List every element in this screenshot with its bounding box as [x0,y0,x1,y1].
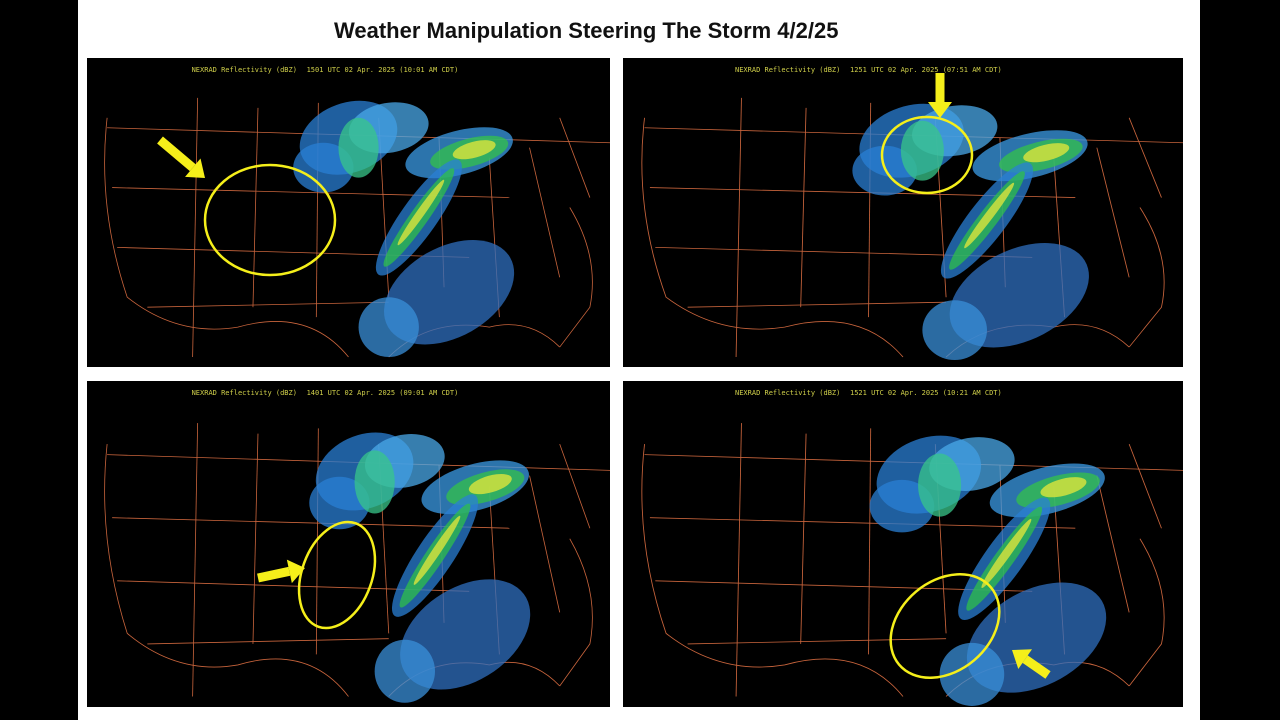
radar-echo [1023,143,1070,163]
radar-product: NEXRAD Reflectivity (dBZ) [192,389,297,397]
highlight-ellipse [297,520,377,630]
highlight-ellipse [889,573,1001,679]
arrow-shaft [257,566,291,583]
radar-echo [922,300,987,361]
state-border [735,97,742,358]
radar-echo [338,117,379,178]
state-border [559,538,593,687]
radar-echo [413,515,461,585]
state-border [252,433,259,644]
radar-product: NEXRAD Reflectivity (dBZ) [192,66,297,74]
state-border [104,444,349,697]
radar-time: 1251 UTC 02 Apr. 2025 (07:51 AM CDT) [850,66,1002,74]
radar-map: NEXRAD Reflectivity (dBZ) 1501 UTC 02 Apr… [104,66,610,358]
radar-map: NEXRAD Reflectivity (dBZ) 1251 UTC 02 Apr… [641,66,1183,361]
state-border [559,443,591,529]
state-border [687,301,947,308]
state-border [147,301,389,308]
state-border [192,97,199,358]
state-border [529,147,561,278]
state-border [147,638,389,645]
map-layer [641,97,1183,361]
arrow-shaft [157,136,196,172]
state-border [529,475,561,613]
slide-title: Weather Manipulation Steering The Storm … [334,18,839,43]
state-border [315,428,319,655]
radar-echo [374,639,435,703]
state-border [800,107,807,308]
radar-echo [293,142,354,193]
map-layer [641,423,1183,706]
state-border [641,444,904,697]
state-border [641,117,904,358]
radar-product: NEXRAD Reflectivity (dBZ) [735,66,840,74]
map-layer [104,423,610,703]
highlight-ellipse [880,115,974,195]
arrow-head [1012,649,1032,669]
state-border [649,517,1076,529]
radar-product: NEXRAD Reflectivity (dBZ) [735,389,840,397]
state-border [192,423,199,697]
radar-echo [900,120,944,181]
state-border [1128,538,1165,687]
radar-panel: NEXRAD Reflectivity (dBZ) 1501 UTC 02 Apr… [87,58,610,367]
state-border [1096,147,1130,278]
radar-panel: NEXRAD Reflectivity (dBZ) 1251 UTC 02 Apr… [623,58,1183,367]
radar-echo [452,140,496,160]
radar-time: 1501 UTC 02 Apr. 2025 (10:01 AM CDT) [307,66,459,74]
radar-echo [869,479,935,533]
state-border [559,207,593,348]
radar-time: 1401 UTC 02 Apr. 2025 (09:01 AM CDT) [307,389,459,397]
state-border [687,638,947,645]
state-border [1128,117,1162,198]
radar-map: NEXRAD Reflectivity (dBZ) 1521 UTC 02 Apr… [641,389,1183,706]
arrow-head [185,158,205,178]
arrow-shaft [1022,655,1051,679]
radar-echo [309,476,370,530]
radar-echo [964,182,1015,249]
radar-echo [981,518,1032,589]
state-border [252,107,259,308]
radar-echo [358,297,419,358]
map-layer [104,97,610,358]
state-border [104,117,349,358]
arrow-head [928,102,952,118]
state-border [1128,207,1165,348]
state-border [1096,475,1130,613]
state-border [800,433,807,644]
radar-echo [918,453,962,517]
radar-echo [397,179,445,246]
radar-panel: NEXRAD Reflectivity (dBZ) 1521 UTC 02 Apr… [623,381,1183,707]
state-border [735,423,742,697]
state-border [559,117,591,198]
state-border [868,428,872,655]
radar-echo [468,473,512,495]
radar-echo [939,642,1005,706]
radar-panel: NEXRAD Reflectivity (dBZ) 1401 UTC 02 Apr… [87,381,610,707]
radar-time: 1521 UTC 02 Apr. 2025 (10:21 AM CDT) [850,389,1002,397]
radar-map: NEXRAD Reflectivity (dBZ) 1401 UTC 02 Apr… [104,389,610,703]
radar-echo [1040,477,1087,498]
radar-echo [354,450,395,514]
highlight-ellipse [203,163,337,277]
state-border [1128,443,1162,529]
arrow-head [286,559,305,584]
